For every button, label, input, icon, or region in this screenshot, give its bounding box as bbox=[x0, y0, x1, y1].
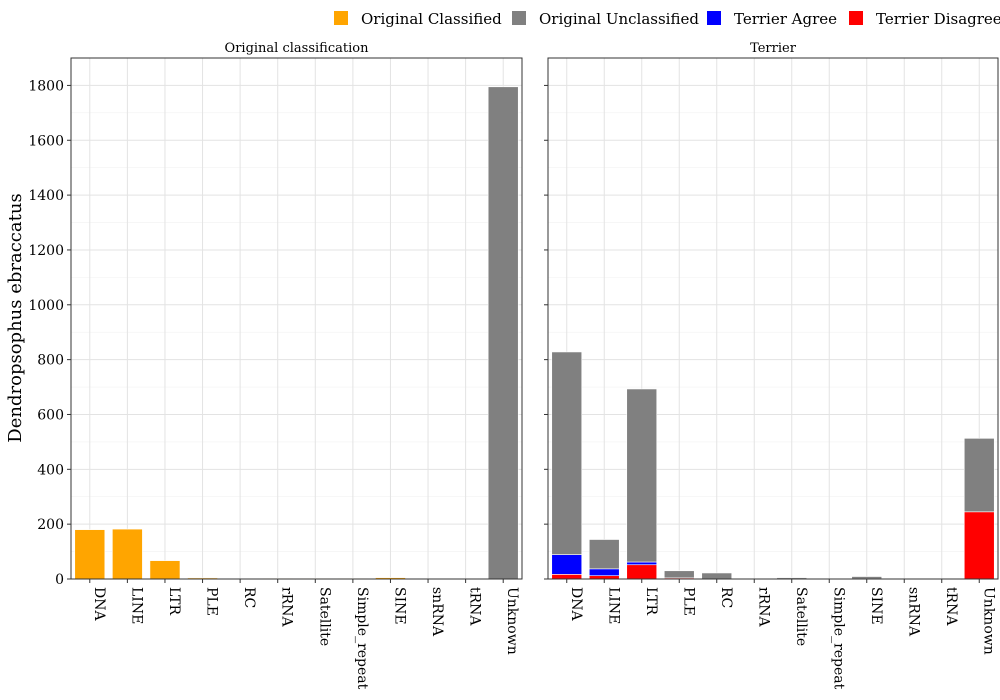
x-tick-label-sine: SINE bbox=[868, 587, 884, 625]
legend: Original Classified Original Unclassified… bbox=[334, 10, 1000, 28]
legend-swatch-original-classified bbox=[334, 11, 348, 25]
bar-original-unclassified-ltr bbox=[626, 388, 658, 563]
x-tick-label-rc: RC bbox=[241, 587, 257, 608]
y-tick-label-1000: 1000 bbox=[28, 298, 64, 314]
bar-terrier-disagree-unknown bbox=[963, 511, 995, 580]
x-tick-label-satellite: Satellite bbox=[316, 587, 332, 646]
x-tick-label-rc: RC bbox=[718, 587, 734, 608]
x-tick-label-trna: tRNA bbox=[943, 587, 959, 626]
legend-label-original-classified: Original Classified bbox=[361, 10, 502, 28]
bar-original-unclassified-unknown bbox=[963, 438, 995, 513]
x-tick-label-snrna: snRNA bbox=[429, 587, 445, 637]
bar-original-unclassified-rc bbox=[701, 572, 733, 580]
y-tick-label-400: 400 bbox=[37, 462, 64, 478]
legend-label-original-unclassified: Original Unclassified bbox=[539, 10, 699, 28]
panel-title: Original classification bbox=[225, 41, 370, 56]
x-tick-label-rrna: rRNA bbox=[755, 587, 771, 627]
y-tick-label-1200: 1200 bbox=[28, 243, 64, 259]
bar-original-classified-ltr bbox=[149, 560, 181, 580]
bar-terrier-agree-ltr bbox=[626, 561, 658, 566]
y-tick-label-600: 600 bbox=[37, 407, 64, 423]
x-tick-label-simple-repeat: Simple_repeat bbox=[830, 587, 846, 690]
x-tick-label-sine: SINE bbox=[391, 587, 407, 625]
x-tick-label-line: LINE bbox=[128, 587, 144, 624]
x-tick-label-dna: DNA bbox=[568, 587, 584, 621]
bar-original-classified-line bbox=[112, 528, 143, 580]
bar-original-unclassified-dna bbox=[551, 351, 583, 555]
panel-terrier: Terrier DNA LINE LTR PLE RC rRNA Satellite Simpl… bbox=[544, 41, 999, 690]
bar-terrier-agree-line bbox=[588, 568, 620, 577]
x-tick-label-simple-repeat: Simple_repeat bbox=[354, 587, 370, 690]
panel-frame bbox=[547, 57, 999, 580]
y-tick-label-800: 800 bbox=[37, 353, 64, 369]
x-tick-label-ple: PLE bbox=[204, 587, 220, 616]
x-tick-label-ltr: LTR bbox=[166, 587, 182, 615]
bar-terrier-agree-dna bbox=[551, 554, 583, 575]
legend-label-terrier-disagree: Terrier Disagree bbox=[876, 10, 1000, 28]
x-tick-label-snrna: snRNA bbox=[905, 587, 921, 637]
bar-original-unclassified-unknown bbox=[487, 86, 519, 580]
y-tick-label-0: 0 bbox=[55, 572, 64, 588]
x-tick-label-unknown: Unknown bbox=[504, 587, 520, 655]
x-tick-label-dna: DNA bbox=[91, 587, 107, 621]
legend-swatch-terrier-disagree bbox=[849, 11, 863, 25]
y-axis-label: Dendropsophus ebraccatus bbox=[5, 193, 26, 442]
x-tick-label-ple: PLE bbox=[680, 587, 696, 616]
legend-swatch-terrier-agree bbox=[707, 11, 721, 25]
bar-terrier-disagree-dna bbox=[551, 574, 583, 580]
y-tick-label-1800: 1800 bbox=[28, 78, 64, 94]
x-tick-label-satellite: Satellite bbox=[793, 587, 809, 646]
panel-frame bbox=[70, 57, 523, 580]
legend-label-terrier-agree: Terrier Agree bbox=[734, 10, 837, 28]
panel-original-classification: Original classification 0 200 400 600 800 1000… bbox=[28, 41, 523, 690]
bar-terrier-disagree-ltr bbox=[626, 564, 658, 580]
x-tick-label-trna: tRNA bbox=[467, 587, 483, 626]
legend-swatch-original-unclassified bbox=[512, 11, 526, 25]
bar-original-unclassified-ple bbox=[663, 570, 695, 579]
y-tick-label-1400: 1400 bbox=[28, 188, 64, 204]
x-tick-label-unknown: Unknown bbox=[980, 587, 996, 655]
x-tick-label-ltr: LTR bbox=[643, 587, 659, 615]
y-tick-label-1600: 1600 bbox=[28, 133, 64, 149]
y-tick-label-200: 200 bbox=[37, 517, 64, 533]
panel-title: Terrier bbox=[750, 41, 797, 56]
bar-original-classified-dna bbox=[74, 529, 106, 580]
bar-original-unclassified-sine bbox=[851, 576, 883, 580]
bar-original-unclassified-line bbox=[588, 539, 620, 570]
x-tick-label-rrna: rRNA bbox=[279, 587, 295, 627]
x-tick-label-line: LINE bbox=[605, 587, 621, 624]
